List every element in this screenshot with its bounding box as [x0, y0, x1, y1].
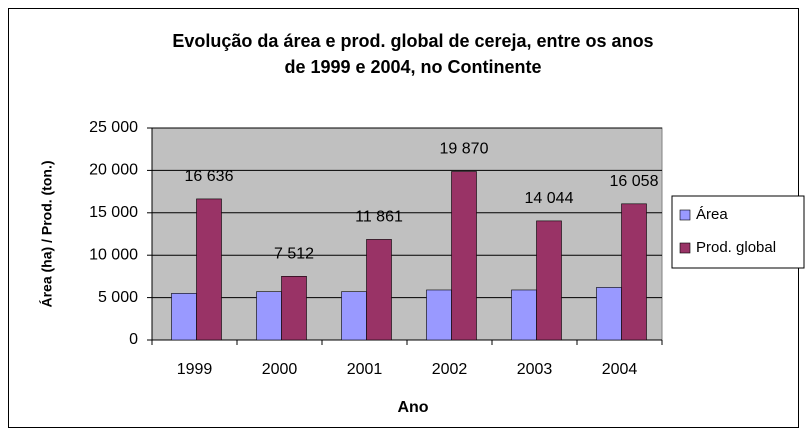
bar — [536, 220, 562, 341]
y-tick-label: 5 000 — [98, 289, 138, 306]
y-tick-label: 0 — [129, 331, 138, 348]
legend-label: Prod. global — [696, 239, 776, 256]
data-label: 19 870 — [440, 141, 489, 158]
bar — [596, 287, 622, 341]
bar — [196, 198, 222, 341]
y-tick-label: 25 000 — [89, 119, 138, 136]
data-label: 16 058 — [610, 173, 659, 190]
y-axis-label: Área (ha) / Prod. (ton.) — [39, 161, 55, 308]
bar — [426, 289, 452, 341]
y-tick-label: 15 000 — [89, 204, 138, 221]
data-label: 14 044 — [525, 190, 574, 207]
data-label: 16 636 — [185, 168, 234, 185]
chart-title: Evolução da área e prod. global de cerej… — [172, 31, 653, 51]
bar — [366, 239, 392, 341]
bar — [511, 289, 537, 341]
legend-swatch — [679, 242, 691, 254]
data-label: 11 861 — [355, 209, 403, 226]
bar — [171, 293, 197, 341]
legend-swatch — [679, 209, 691, 221]
data-label: 7 512 — [274, 246, 314, 263]
x-tick-label: 2000 — [262, 361, 298, 378]
bar — [281, 275, 307, 341]
bar — [256, 291, 282, 341]
x-tick-label: 2003 — [517, 361, 553, 378]
bar — [621, 203, 647, 341]
y-tick-label: 20 000 — [89, 162, 138, 179]
legend-label: Área — [696, 206, 728, 223]
chart-title: de 1999 e 2004, no Continente — [284, 57, 541, 77]
bar — [451, 171, 477, 341]
x-tick-label: 2004 — [602, 361, 638, 378]
plot-area — [151, 127, 663, 341]
bar — [341, 291, 367, 341]
x-tick-label: 2002 — [432, 361, 468, 378]
legend-box — [671, 195, 805, 269]
x-tick-label: 2001 — [347, 361, 383, 378]
x-tick-label: 1999 — [177, 361, 213, 378]
y-tick-label: 10 000 — [89, 246, 138, 263]
x-axis-label: Ano — [397, 399, 428, 416]
